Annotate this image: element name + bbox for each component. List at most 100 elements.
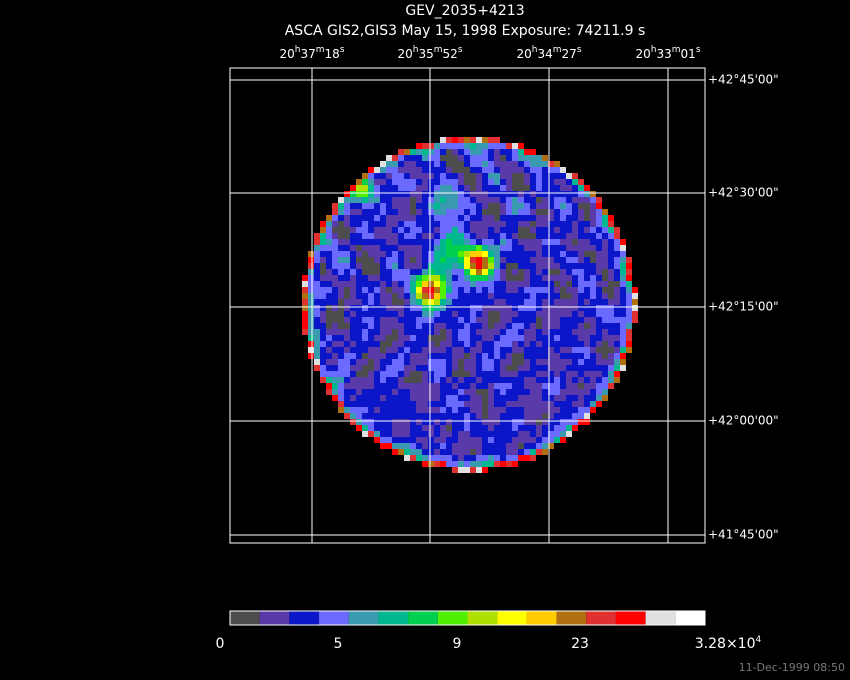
- pixel: [476, 215, 482, 221]
- pixel: [398, 347, 404, 353]
- pixel: [314, 245, 320, 251]
- pixel: [422, 377, 428, 383]
- pixel: [428, 275, 434, 281]
- pixel: [476, 203, 482, 209]
- pixel: [320, 281, 326, 287]
- pixel: [470, 311, 476, 317]
- pixel: [554, 299, 560, 305]
- pixel: [428, 383, 434, 389]
- pixel: [422, 173, 428, 179]
- pixel: [512, 443, 518, 449]
- pixel: [506, 359, 512, 365]
- pixel: [536, 251, 542, 257]
- pixel: [542, 341, 548, 347]
- pixel: [500, 329, 506, 335]
- pixel: [314, 263, 320, 269]
- pixel: [374, 371, 380, 377]
- pixel: [320, 263, 326, 269]
- pixel: [338, 377, 344, 383]
- pixel: [572, 269, 578, 275]
- pixel: [434, 329, 440, 335]
- pixel: [350, 389, 356, 395]
- pixel: [434, 269, 440, 275]
- pixel: [446, 311, 452, 317]
- pixel: [536, 299, 542, 305]
- pixel: [446, 281, 452, 287]
- pixel: [320, 359, 326, 365]
- pixel: [572, 191, 578, 197]
- pixel: [548, 311, 554, 317]
- pixel: [326, 323, 332, 329]
- pixel: [548, 359, 554, 365]
- pixel: [434, 161, 440, 167]
- pixel: [434, 263, 440, 269]
- pixel: [344, 287, 350, 293]
- pixel: [476, 329, 482, 335]
- pixel: [368, 269, 374, 275]
- label-part: 20: [516, 47, 531, 61]
- pixel: [626, 281, 632, 287]
- pixel: [500, 407, 506, 413]
- pixel: [398, 419, 404, 425]
- pixel: [398, 341, 404, 347]
- pixel: [620, 365, 626, 371]
- pixel: [524, 161, 530, 167]
- pixel: [440, 329, 446, 335]
- pixel: [398, 359, 404, 365]
- pixel: [356, 239, 362, 245]
- pixel: [344, 371, 350, 377]
- pixel: [488, 401, 494, 407]
- pixel: [542, 311, 548, 317]
- pixel: [398, 395, 404, 401]
- pixel: [416, 365, 422, 371]
- pixel: [362, 389, 368, 395]
- pixel: [566, 305, 572, 311]
- pixel: [512, 395, 518, 401]
- pixel: [482, 443, 488, 449]
- pixel: [506, 299, 512, 305]
- pixel: [356, 221, 362, 227]
- pixel: [512, 275, 518, 281]
- pixel: [602, 269, 608, 275]
- pixel: [320, 305, 326, 311]
- pixel: [572, 389, 578, 395]
- pixel: [584, 395, 590, 401]
- pixel: [512, 173, 518, 179]
- pixel: [362, 299, 368, 305]
- pixel: [356, 389, 362, 395]
- pixel: [374, 293, 380, 299]
- pixel: [326, 359, 332, 365]
- pixel: [356, 185, 362, 191]
- pixel: [506, 215, 512, 221]
- pixel: [572, 407, 578, 413]
- pixel: [608, 305, 614, 311]
- pixel: [314, 287, 320, 293]
- pixel: [332, 305, 338, 311]
- pixel: [308, 311, 314, 317]
- pixel: [476, 209, 482, 215]
- pixel: [356, 299, 362, 305]
- pixel: [542, 359, 548, 365]
- pixel: [548, 269, 554, 275]
- pixel: [470, 167, 476, 173]
- pixel: [542, 239, 548, 245]
- pixel: [554, 353, 560, 359]
- pixel: [446, 263, 452, 269]
- pixel: [386, 365, 392, 371]
- pixel: [416, 161, 422, 167]
- pixel: [320, 245, 326, 251]
- pixel: [410, 251, 416, 257]
- pixel: [464, 203, 470, 209]
- pixel: [416, 449, 422, 455]
- pixel: [368, 371, 374, 377]
- pixel: [470, 173, 476, 179]
- pixel: [566, 227, 572, 233]
- pixel: [458, 347, 464, 353]
- pixel: [428, 161, 434, 167]
- pixel: [524, 257, 530, 263]
- pixel: [386, 305, 392, 311]
- pixel: [488, 305, 494, 311]
- pixel: [368, 215, 374, 221]
- pixel: [440, 203, 446, 209]
- pixel: [380, 251, 386, 257]
